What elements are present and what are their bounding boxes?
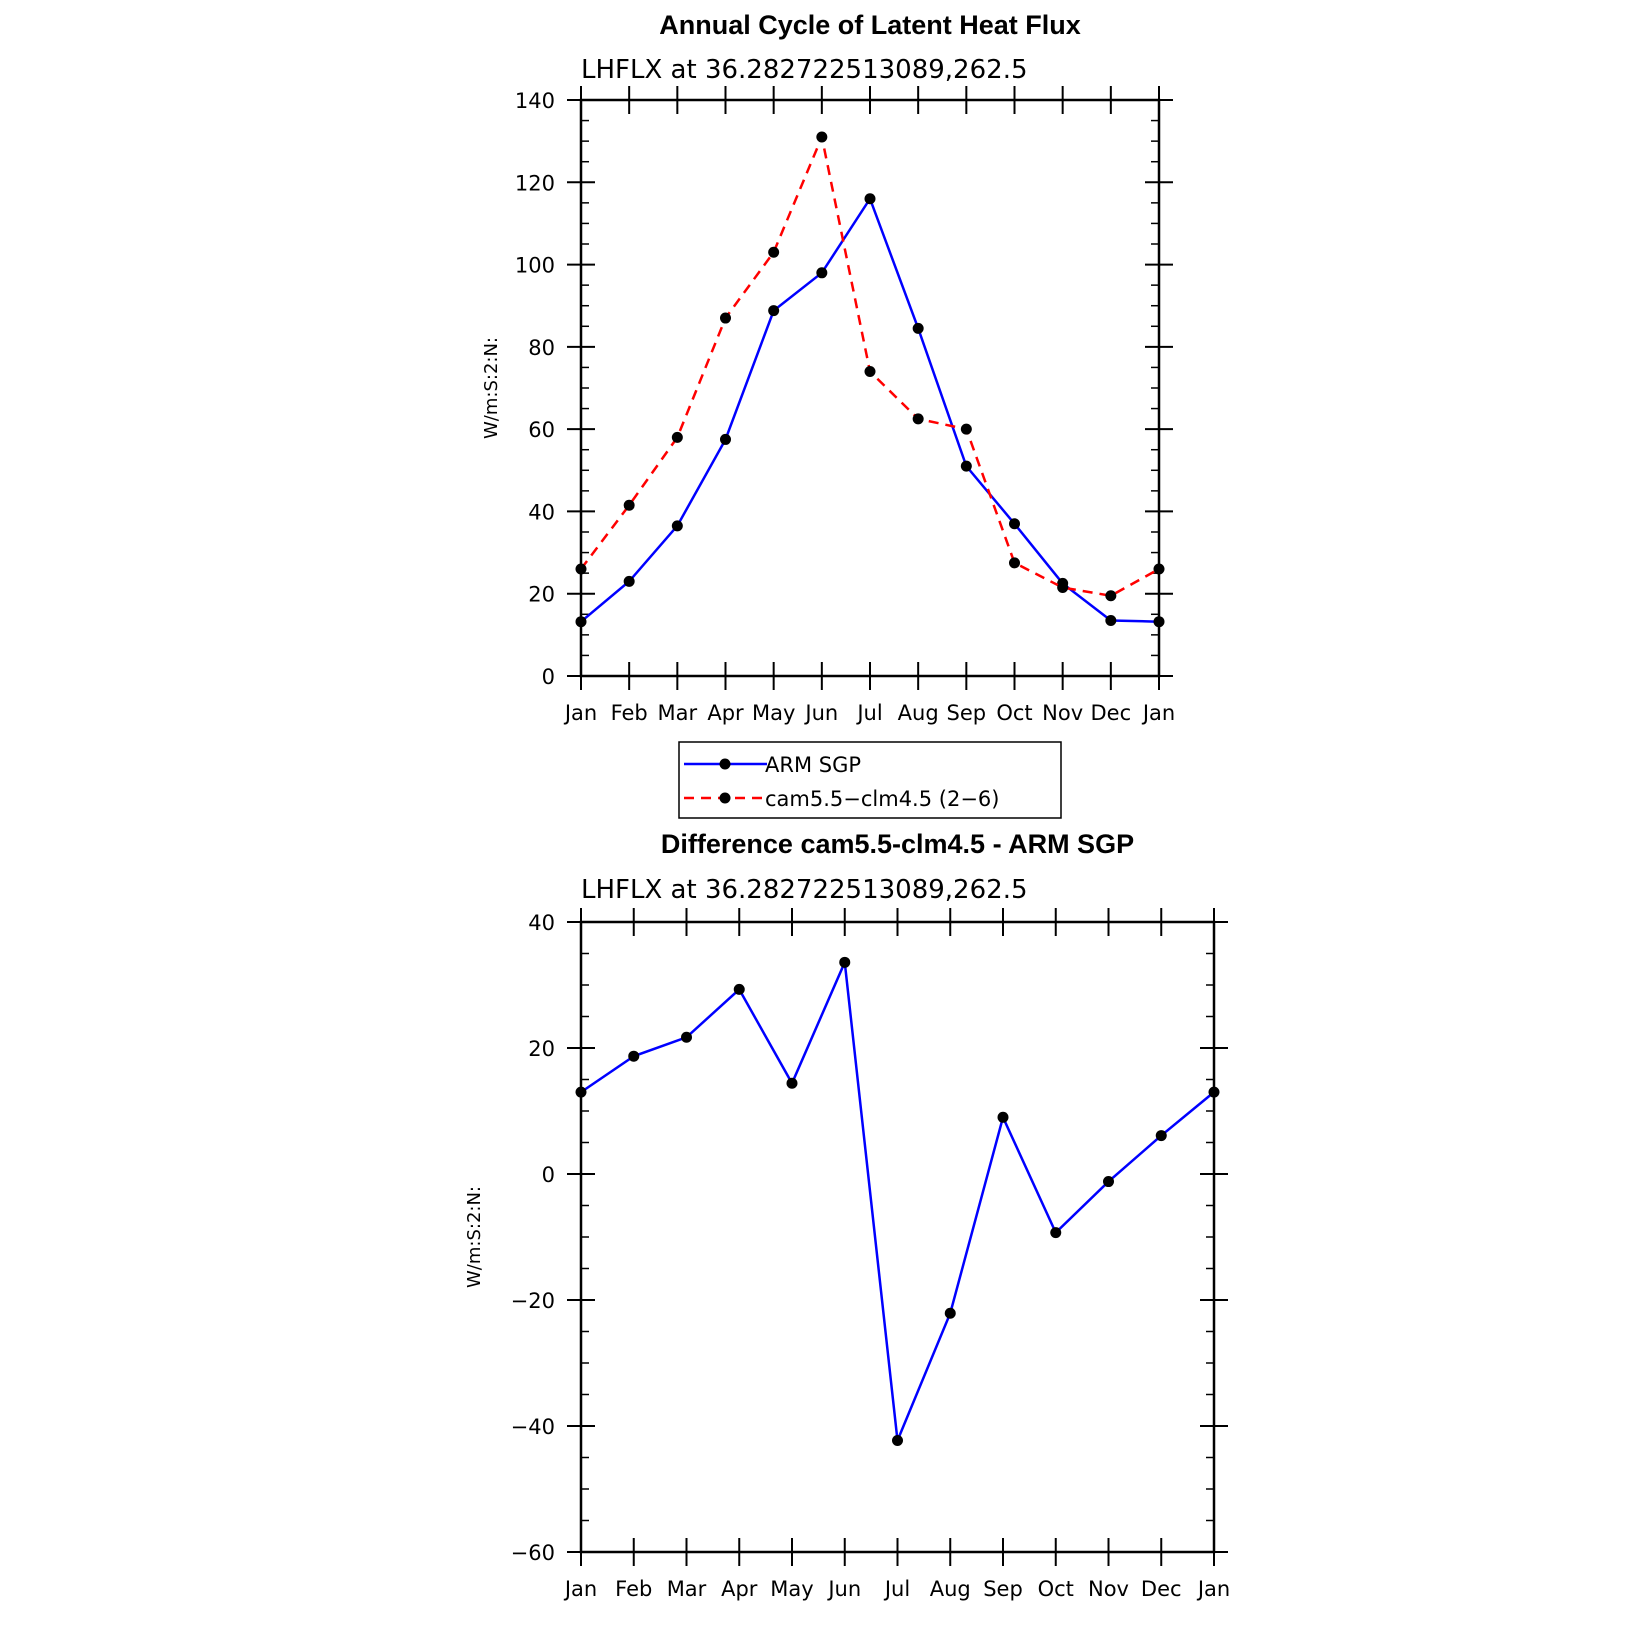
data-point bbox=[960, 423, 972, 435]
data-point bbox=[733, 983, 745, 995]
y-tick-label: 40 bbox=[528, 500, 555, 524]
legend: ARM SGP cam5.5−clm4.5 (2−6) bbox=[678, 741, 1062, 819]
y-tick-label: 0 bbox=[542, 665, 555, 689]
x-tick-label: May bbox=[752, 701, 795, 725]
data-point bbox=[575, 1086, 587, 1098]
x-tick-label: Jun bbox=[803, 701, 838, 725]
x-tick-label: Dec bbox=[1091, 701, 1132, 725]
y-tick-label: 20 bbox=[528, 1037, 555, 1061]
x-tick-label: Aug bbox=[898, 701, 939, 725]
x-tick-label: Feb bbox=[615, 1577, 652, 1601]
x-tick-label: Aug bbox=[930, 1577, 971, 1601]
y-tick-label: −60 bbox=[511, 1541, 555, 1565]
x-tick-label: Nov bbox=[1088, 1577, 1129, 1601]
x-tick-label: Oct bbox=[1038, 1577, 1074, 1601]
data-point bbox=[575, 616, 587, 628]
data-point bbox=[864, 193, 876, 205]
data-point bbox=[1153, 616, 1165, 628]
data-point bbox=[912, 322, 924, 334]
data-point bbox=[1009, 518, 1020, 530]
data-point bbox=[960, 460, 972, 472]
data-point bbox=[892, 1434, 903, 1446]
x-tick-label: Apr bbox=[707, 701, 744, 725]
data-point bbox=[1105, 614, 1117, 626]
legend-marker bbox=[719, 792, 731, 804]
y-tick-label: 0 bbox=[542, 1163, 555, 1187]
data-point bbox=[1155, 1130, 1167, 1142]
data-point bbox=[1208, 1086, 1220, 1098]
x-tick-label: Jul bbox=[855, 701, 882, 725]
data-point bbox=[864, 366, 876, 378]
chart-subtitle: LHFLX at 36.282722513089,262.5 bbox=[581, 875, 1028, 905]
chart-title: Difference cam5.5-clm4.5 - ARM SGP bbox=[661, 829, 1134, 859]
data-point bbox=[816, 267, 828, 279]
data-point bbox=[623, 575, 635, 587]
data-point bbox=[912, 413, 924, 425]
chart-2: Difference cam5.5-clm4.5 - ARM SGP LHFLX … bbox=[464, 829, 1230, 1601]
x-tick-label: Mar bbox=[667, 1577, 707, 1601]
data-point bbox=[1057, 582, 1069, 594]
data-point bbox=[628, 1050, 640, 1062]
data-point bbox=[786, 1077, 798, 1089]
x-tick-label: Dec bbox=[1141, 1577, 1182, 1601]
x-tick-label: Jan bbox=[1141, 701, 1175, 725]
y-tick-label: 60 bbox=[528, 418, 555, 442]
series-line-1 bbox=[580, 957, 1215, 1441]
y-tick-label: 100 bbox=[515, 254, 555, 278]
data-point bbox=[997, 1111, 1009, 1123]
y-tick-label: −40 bbox=[511, 1415, 555, 1439]
x-tick-label: Oct bbox=[996, 701, 1032, 725]
x-tick-label: May bbox=[770, 1577, 813, 1601]
data-point bbox=[623, 499, 635, 511]
x-tick-label: Nov bbox=[1042, 701, 1083, 725]
x-tick-label: Feb bbox=[611, 701, 648, 725]
plot-frame bbox=[579, 920, 1216, 1554]
x-tick-label: Jul bbox=[883, 1577, 910, 1601]
chart-1: Annual Cycle of Latent Heat Flux LHFLX at… bbox=[481, 10, 1175, 819]
y-tick-label: 120 bbox=[515, 171, 555, 195]
x-tick-label: Jun bbox=[826, 1577, 861, 1601]
data-point bbox=[681, 1031, 692, 1043]
x-tick-label: Sep bbox=[947, 701, 987, 725]
data-point bbox=[768, 246, 780, 258]
y-tick-label: 40 bbox=[528, 911, 555, 935]
x-tick-label: Jan bbox=[1196, 1577, 1230, 1601]
x-tick-label: Apr bbox=[721, 1577, 758, 1601]
legend-label-1: ARM SGP bbox=[765, 753, 861, 777]
data-point bbox=[575, 563, 587, 575]
y-tick-label: −20 bbox=[511, 1289, 555, 1313]
data-point bbox=[671, 431, 683, 443]
data-point bbox=[720, 312, 731, 324]
data-point bbox=[1050, 1227, 1062, 1239]
y-tick-label: 20 bbox=[528, 583, 555, 607]
y-axis-label: W/m:S:2:N: bbox=[481, 337, 502, 439]
chart-subtitle: LHFLX at 36.282722513089,262.5 bbox=[581, 55, 1028, 85]
x-tick-label: Jan bbox=[563, 1577, 597, 1601]
y-axis-label: W/m:S:2:N: bbox=[464, 1186, 485, 1288]
data-point bbox=[768, 305, 780, 317]
data-point bbox=[816, 131, 828, 143]
data-point bbox=[1103, 1176, 1114, 1188]
x-tick-label: Jan bbox=[563, 701, 597, 725]
chart-title: Annual Cycle of Latent Heat Flux bbox=[659, 10, 1081, 40]
data-point bbox=[839, 956, 851, 968]
series-line-1 bbox=[580, 195, 1160, 623]
data-point bbox=[671, 520, 683, 532]
data-point bbox=[1153, 563, 1165, 575]
x-tick-label: Sep bbox=[983, 1577, 1023, 1601]
x-tick-label: Mar bbox=[658, 701, 698, 725]
data-point bbox=[1009, 557, 1020, 569]
data-point bbox=[1105, 590, 1117, 602]
legend-box bbox=[678, 741, 1062, 819]
legend-marker bbox=[719, 758, 731, 770]
y-tick-label: 140 bbox=[515, 89, 555, 113]
data-point bbox=[944, 1307, 956, 1319]
legend-label-2: cam5.5−clm4.5 (2−6) bbox=[765, 787, 999, 811]
data-point bbox=[720, 433, 731, 445]
y-tick-label: 80 bbox=[528, 336, 555, 360]
